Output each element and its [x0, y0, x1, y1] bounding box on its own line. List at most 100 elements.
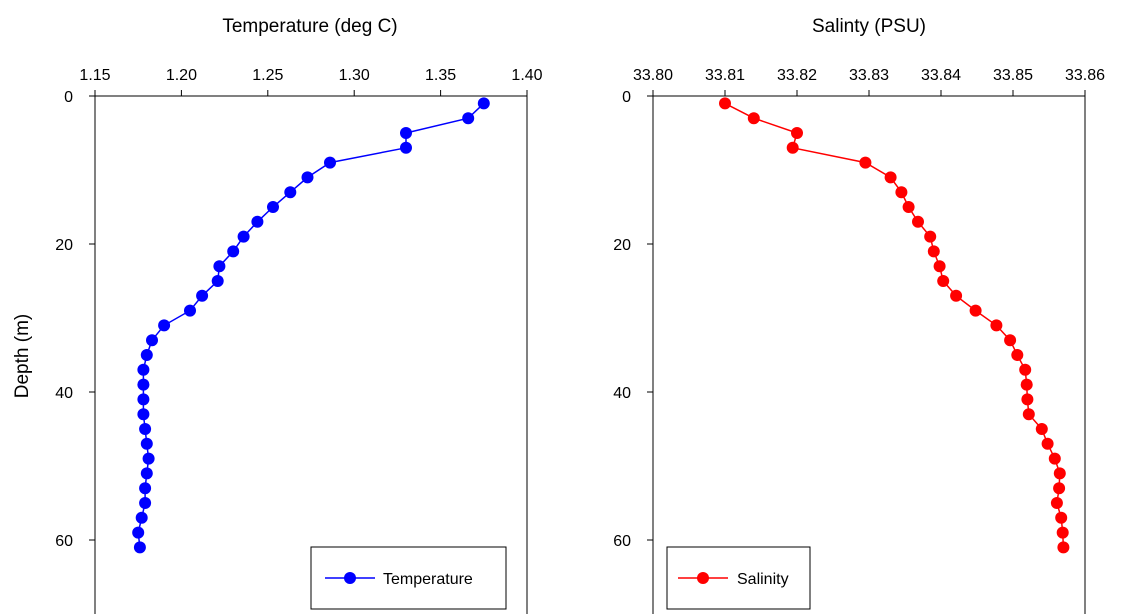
temperature-x-tick-label: 1.25	[252, 67, 283, 84]
temperature-data-point	[227, 245, 240, 258]
temperature-data-point	[284, 186, 297, 199]
salinity-data-point	[1053, 467, 1066, 480]
temperature-data-point	[142, 452, 155, 465]
salinity-data-point	[1055, 511, 1068, 524]
salinity-y-tick-label: 20	[613, 237, 631, 254]
salinity-data-point	[747, 112, 760, 125]
temperature-y-tick-label: 20	[55, 237, 73, 254]
temperature-data-point	[211, 275, 224, 287]
salinity-x-tick-label: 33.83	[849, 67, 889, 84]
salinity-data-point	[1020, 378, 1033, 391]
salinity-x-tick-label: 33.86	[1065, 67, 1105, 84]
temperature-data-point	[139, 423, 152, 435]
salinity-data-point	[1041, 437, 1054, 450]
salinity-data-point	[1048, 452, 1061, 465]
temperature-axis-ticks: 1.15 1.20 1.25 1.30 1.35 1.40 0 20 40 60	[55, 67, 542, 550]
salinity-y-tick-label: 40	[613, 385, 631, 402]
salinity-data-point	[1053, 482, 1066, 495]
salinity-series-path	[724, 102, 1065, 548]
temperature-legend: Temperature	[310, 546, 507, 610]
temperature-data-point	[158, 319, 171, 332]
temperature-x-tick-label: 1.20	[166, 67, 197, 84]
temperature-data-point	[462, 112, 475, 125]
temperature-legend-label: Temperature	[383, 571, 473, 588]
salinity-data-point	[1057, 541, 1070, 554]
temperature-plot-frame	[94, 95, 528, 614]
temperature-y-tick-label: 60	[55, 533, 73, 550]
temperature-data-point	[196, 289, 209, 302]
salinity-data-point	[902, 201, 915, 213]
temperature-panel: Temperature (deg C) Depth (m) 1.15 1.20 1.…	[12, 16, 543, 614]
temperature-data-point	[140, 467, 153, 480]
temperature-data-point	[135, 511, 148, 524]
temperature-data-point	[400, 141, 412, 154]
temperature-data-point	[301, 171, 314, 184]
salinity-data-point	[786, 141, 799, 154]
salinity-data-point	[1050, 497, 1063, 509]
salinity-axis-title: Salinty (PSU)	[812, 16, 926, 37]
salinity-data-point	[937, 275, 950, 287]
salinity-x-tick-label: 33.81	[705, 67, 745, 84]
salinity-data-point	[884, 171, 897, 184]
temperature-data-point	[137, 363, 150, 376]
salinity-x-tick-label: 33.82	[777, 67, 817, 84]
temperature-data-point	[137, 378, 150, 391]
salinity-x-tick-label: 33.85	[993, 67, 1033, 84]
temperature-data-point	[477, 97, 490, 110]
salinity-series-points	[719, 97, 1070, 554]
temperature-y-tick-label: 0	[64, 89, 73, 106]
salinity-series-line	[724, 102, 1065, 548]
temperature-data-point	[324, 156, 336, 169]
salinity-x-tick-label: 33.80	[633, 67, 673, 84]
salinity-data-point	[1035, 423, 1048, 435]
salinity-data-point	[990, 319, 1003, 332]
temperature-x-tick-label: 1.30	[339, 67, 370, 84]
temperature-data-point	[267, 201, 279, 213]
salinity-data-point	[950, 289, 963, 302]
salinity-legend-swatch-marker	[697, 572, 709, 584]
salinity-data-point	[933, 260, 946, 273]
salinity-data-point	[924, 230, 937, 243]
temperature-legend-swatch-marker	[344, 572, 356, 584]
temperature-x-tick-label: 1.15	[79, 67, 110, 84]
depth-axis-title: Depth (m)	[12, 314, 33, 398]
temperature-data-point	[140, 437, 153, 450]
temperature-data-point	[137, 393, 150, 406]
temperature-data-point	[139, 497, 152, 509]
salinity-legend: Salinity	[666, 546, 811, 610]
temperature-series-points	[132, 97, 490, 554]
temperature-data-point	[146, 334, 158, 347]
salinity-data-point	[912, 215, 924, 228]
salinity-y-tick-label: 0	[622, 89, 631, 106]
temperature-x-tick-label: 1.35	[425, 67, 456, 84]
temperature-y-tick-label: 40	[55, 385, 73, 402]
temperature-x-tick-label: 1.40	[511, 67, 542, 84]
temperature-data-point	[133, 541, 146, 554]
salinity-legend-label: Salinity	[737, 571, 789, 588]
salinity-data-point	[1056, 526, 1069, 539]
salinity-data-point	[859, 156, 872, 169]
temperature-data-point	[139, 482, 152, 495]
salinity-data-point	[895, 186, 908, 199]
salinity-x-tick-label: 33.84	[921, 67, 961, 84]
salinity-axis-ticks: 33.80 33.81 33.82 33.83 33.84 33.85 33.86 0 20 40…	[613, 67, 1105, 550]
salinity-data-point	[927, 245, 940, 258]
temperature-data-point	[213, 260, 226, 273]
temperature-data-point	[237, 230, 250, 243]
salinity-data-point	[1004, 334, 1017, 347]
temperature-data-point	[132, 526, 145, 539]
salinity-y-tick-label: 60	[613, 533, 631, 550]
salinity-data-point	[791, 127, 803, 139]
salinity-data-point	[969, 304, 982, 317]
temperature-data-point	[400, 127, 412, 139]
temperature-series-path	[137, 102, 485, 548]
temperature-data-point	[184, 304, 196, 317]
salinity-data-point	[1011, 349, 1024, 361]
temperature-series-line	[137, 102, 485, 548]
salinity-data-point	[719, 97, 731, 110]
temperature-axis-title: Temperature (deg C)	[222, 16, 397, 37]
salinity-data-point	[1019, 363, 1032, 376]
salinity-data-point	[1022, 408, 1035, 421]
salinity-data-point	[1021, 393, 1034, 406]
